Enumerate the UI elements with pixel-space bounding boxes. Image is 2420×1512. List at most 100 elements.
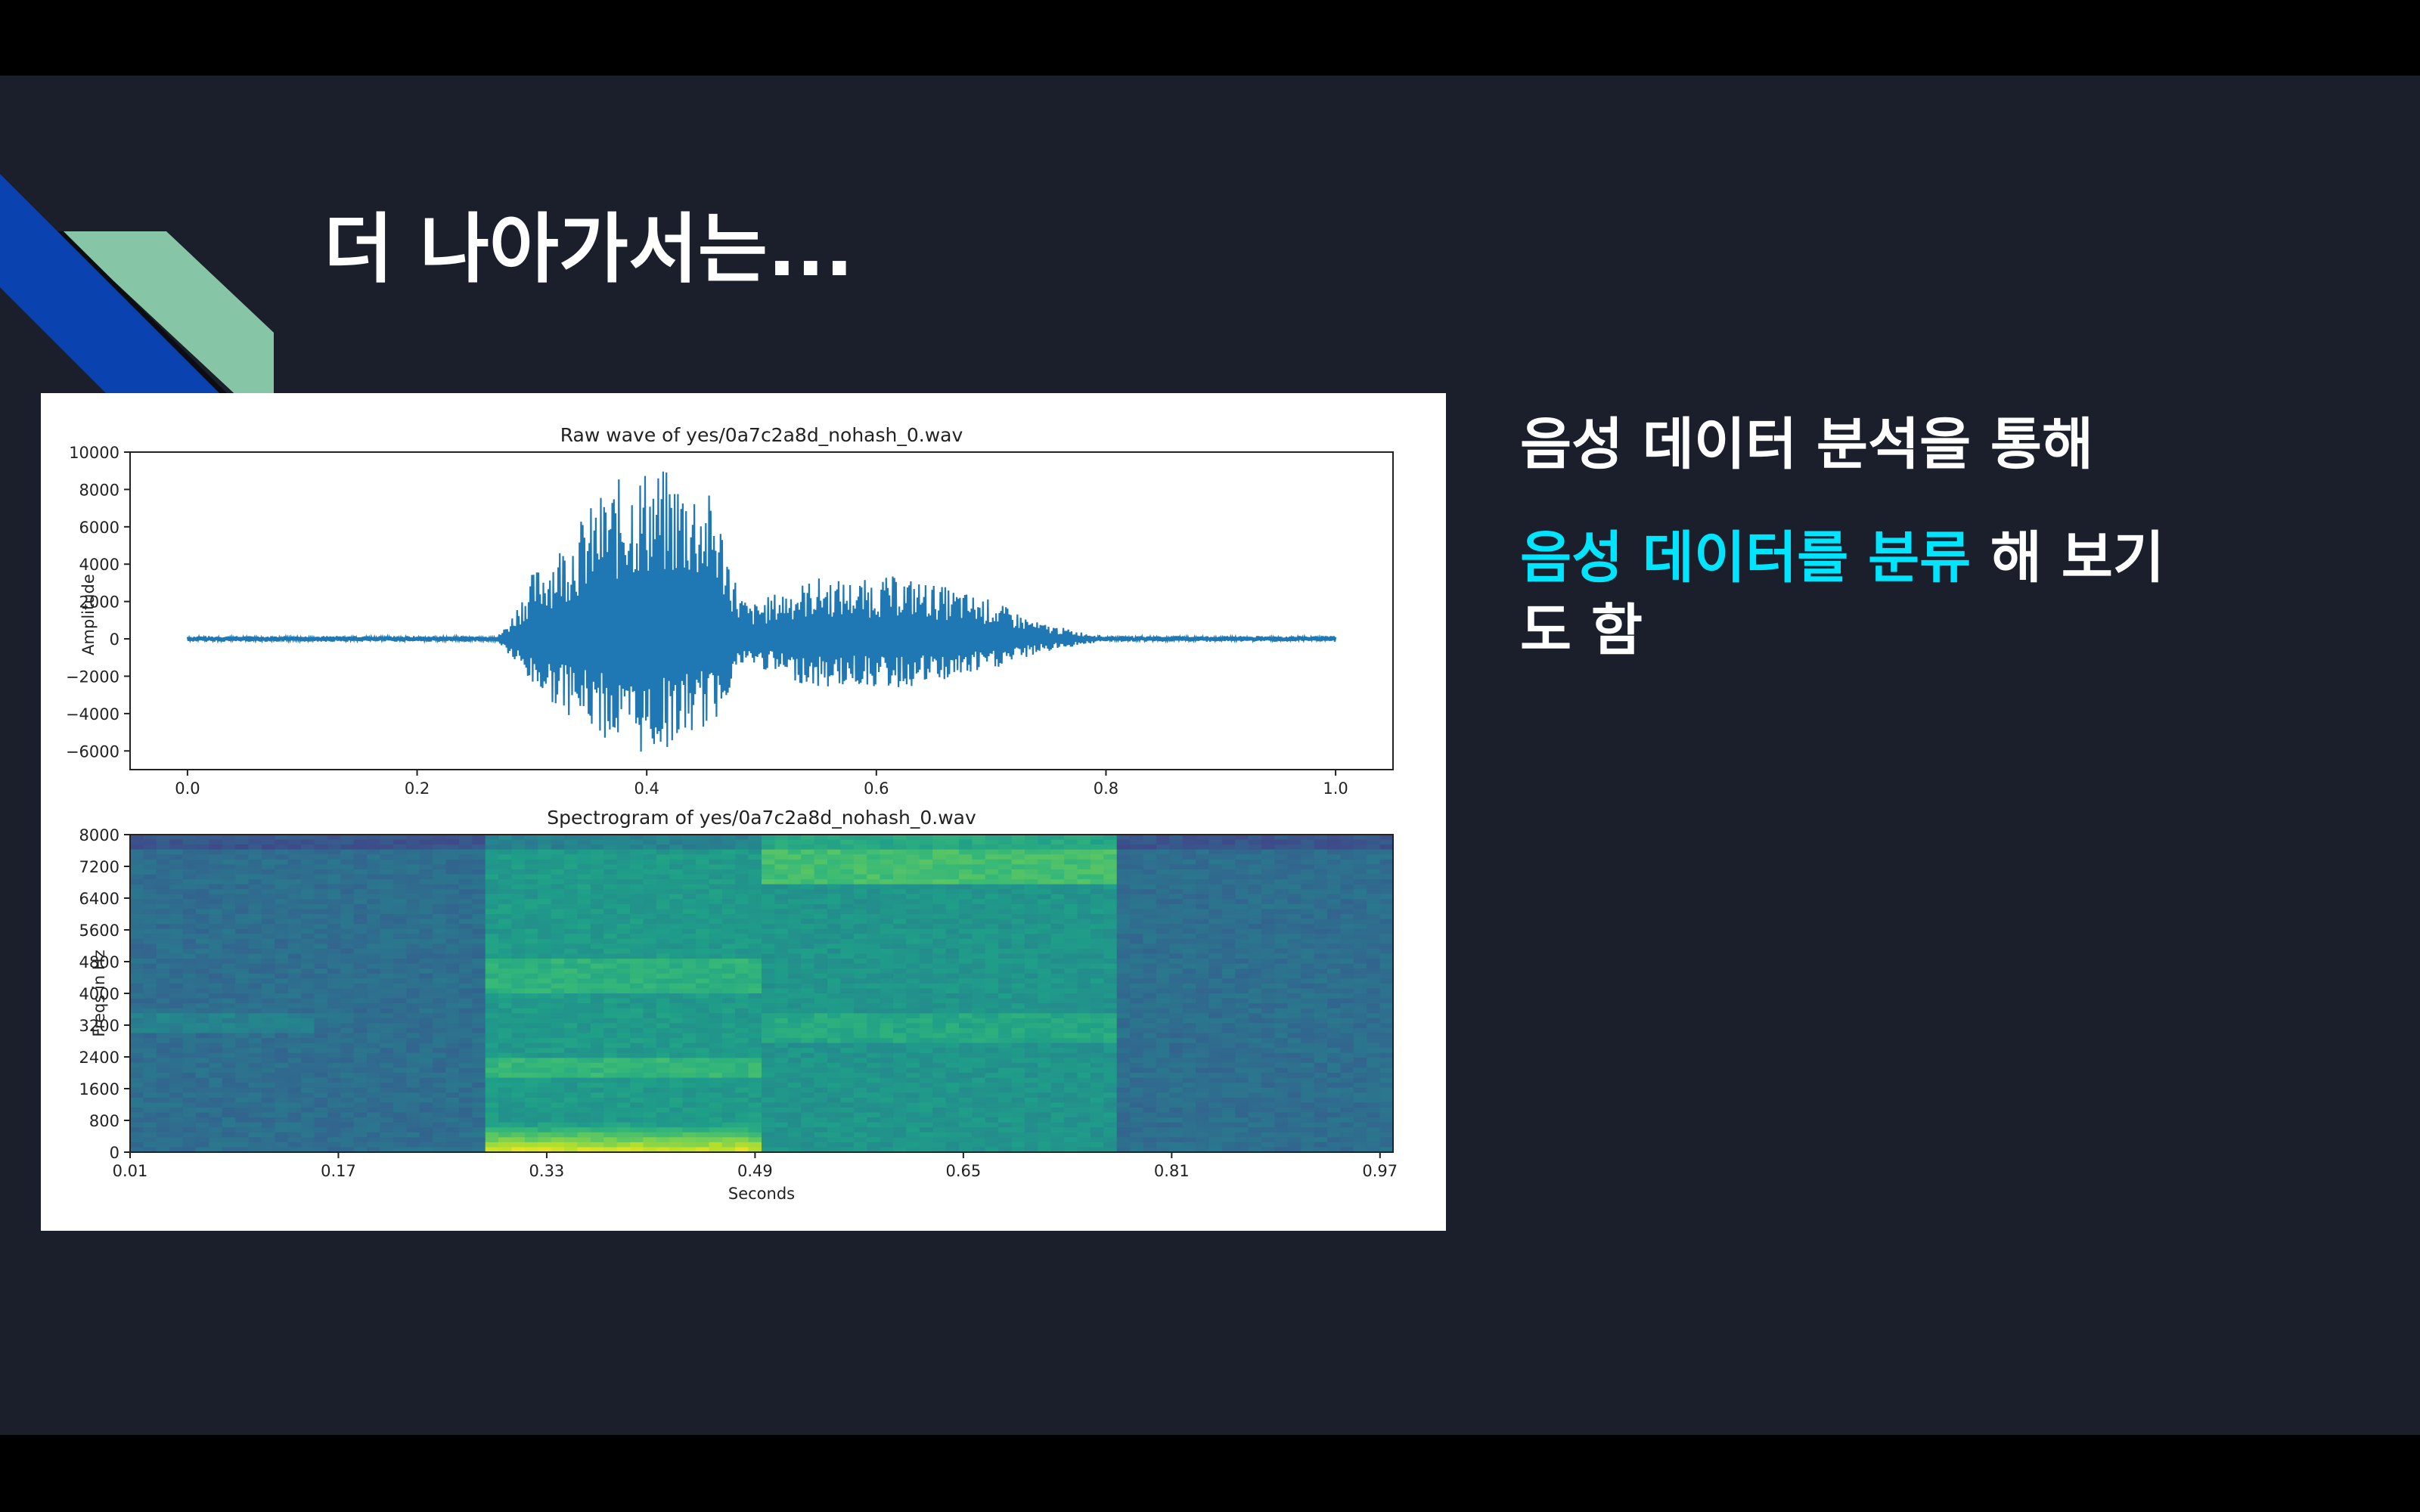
spec-cell: [472, 1112, 486, 1118]
spec-cell: [235, 849, 250, 855]
spec-cell: [524, 1027, 538, 1034]
spec-cell: [590, 844, 604, 850]
spec-cell: [419, 1112, 433, 1118]
spec-cell: [419, 864, 433, 870]
spec-cell: [972, 1107, 986, 1114]
spec-cell: [472, 1083, 486, 1089]
spec-cell: [787, 973, 802, 979]
letterbox-top: [0, 0, 2420, 76]
spec-cell: [972, 1087, 986, 1093]
figure-svg: Raw wave of yes/0a7c2a8d_nohash_0.wav 10…: [66, 424, 1398, 1203]
spec-cell: [1024, 1062, 1038, 1069]
spec-cell: [169, 1033, 184, 1039]
spec-cell: [630, 1052, 644, 1058]
spec-cell: [169, 903, 184, 910]
spec-cell: [735, 1067, 749, 1074]
spec-cell: [1011, 1132, 1025, 1138]
spec-cell: [182, 998, 197, 1004]
spec-cell: [327, 859, 341, 865]
spec-cell: [392, 1142, 407, 1148]
spec-cell: [380, 1008, 394, 1014]
spec-cell: [419, 983, 433, 990]
spec-cell: [762, 934, 775, 940]
spec-cell: [998, 854, 1013, 860]
spec-cell: [1116, 1142, 1131, 1148]
spec-cell: [1064, 1087, 1078, 1093]
spec-cell: [801, 909, 815, 915]
spec-cell: [748, 968, 762, 974]
spec-cell: [656, 874, 670, 880]
spec-cell: [919, 978, 933, 984]
spec-cell: [143, 938, 157, 944]
spec-cell: [433, 938, 447, 944]
spec-cell: [787, 903, 802, 910]
spec-cell: [182, 869, 197, 875]
spec-cell: [892, 859, 907, 865]
spec-cell: [433, 884, 447, 890]
spec-cell: [524, 879, 538, 885]
spec-cell: [538, 1107, 552, 1114]
spec-cell: [1011, 928, 1025, 934]
spec-cell: [1064, 1003, 1078, 1009]
spec-cell: [353, 993, 368, 999]
spec-cell: [1050, 903, 1065, 910]
spec-cell: [1103, 859, 1118, 865]
spec-cell: [616, 909, 631, 915]
spec-cell: [814, 835, 828, 841]
spec-cell: [814, 943, 828, 950]
spec-cell: [696, 943, 710, 950]
spec-cell: [669, 879, 684, 885]
spec-cell: [696, 973, 710, 979]
spec-cell: [656, 1033, 670, 1039]
spec-cell: [261, 1117, 275, 1123]
spec-cell: [709, 1097, 723, 1103]
spec-cell: [1143, 894, 1157, 900]
spec-cell: [524, 1137, 538, 1143]
spec-cell: [998, 1027, 1013, 1034]
spec-cell: [577, 1058, 591, 1064]
spec-cell: [169, 1058, 184, 1064]
spec-cell: [892, 1122, 907, 1128]
spec-cell: [972, 1038, 986, 1044]
spec-cell: [485, 1003, 499, 1009]
spec-cell: [314, 948, 328, 955]
spec-cell: [656, 963, 670, 969]
spec-cell: [1077, 968, 1091, 974]
spec-cell: [182, 1058, 197, 1064]
spec-cell: [445, 909, 460, 915]
spec-cell: [564, 1027, 579, 1034]
spec-cell: [314, 1038, 328, 1044]
spec-cell: [485, 963, 499, 969]
spec-cell: [603, 1062, 618, 1069]
spec-cell: [774, 879, 789, 885]
spec-cell: [130, 909, 144, 915]
spec-cell: [958, 973, 973, 979]
spec-cell: [458, 993, 473, 999]
spec-cell: [892, 889, 907, 895]
spec-cell: [774, 1033, 789, 1039]
spec-cell: [762, 1033, 775, 1039]
spec-cell: [182, 1073, 197, 1079]
spec-cell: [985, 1033, 999, 1039]
spec-cell: [998, 1043, 1013, 1049]
spec-cell: [419, 1067, 433, 1074]
spec-cell: [551, 1073, 565, 1079]
spec-cell: [222, 1038, 236, 1044]
spec-cell: [353, 879, 368, 885]
spec-cell: [735, 1087, 749, 1093]
spec-cell: [735, 928, 749, 934]
spec-cell: [275, 1142, 289, 1148]
spec-cell: [1011, 1058, 1025, 1064]
spec-cell: [340, 943, 355, 950]
spec-cell: [814, 879, 828, 885]
spec-cell: [709, 993, 723, 999]
spec-cell: [748, 859, 762, 865]
spec-cell: [958, 948, 973, 955]
spec-cell: [1116, 1073, 1131, 1079]
spec-cell: [656, 1023, 670, 1029]
spec-cell: [340, 1077, 355, 1083]
spec-cell: [643, 943, 657, 950]
spec-cell: [169, 914, 184, 920]
spec-cell: [485, 1147, 499, 1153]
spec-cell: [762, 859, 775, 865]
